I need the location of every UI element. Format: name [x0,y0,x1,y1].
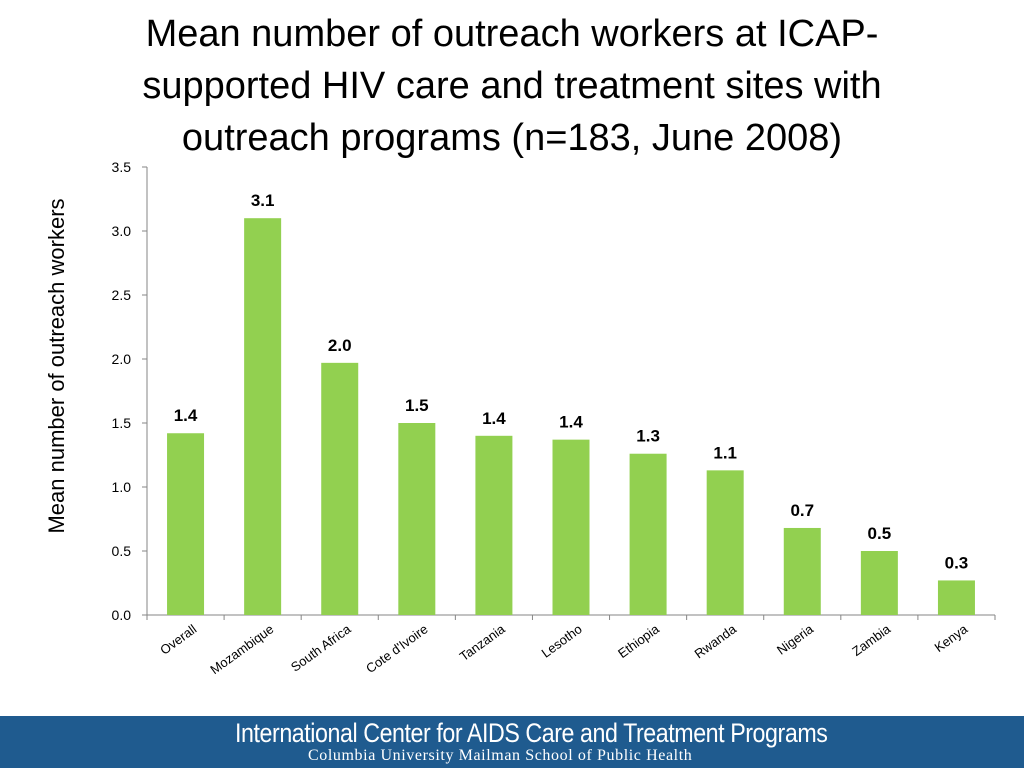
y-tick-labels: 0.0 0.5 1.0 1.5 2.0 2.5 3.0 3.5 [112,159,132,623]
x-tick-label: South Africa [288,621,354,675]
y-axis-title-group: Mean number of outreach workers [44,198,69,533]
x-tick-label: Ethiopia [615,621,662,661]
x-tick-label: Rwanda [692,621,740,662]
x-tick-label: Nigeria [774,621,817,658]
data-label: 1.5 [405,396,429,415]
y-tick-label: 1.0 [112,479,132,495]
bar [937,580,975,615]
chart-title-line: outreach programs (n=183, June 2008) [181,117,843,159]
x-tick-label: Zambia [849,621,894,659]
y-axis-title: Mean number of outreach workers [44,198,69,533]
y-tick-label: 1.5 [112,415,132,431]
bars [167,218,975,615]
data-label: 3.1 [251,191,275,210]
x-tick-label: Tanzania [457,621,509,664]
y-tick-label: 2.5 [112,287,132,303]
data-label: 2.0 [328,336,352,355]
bar [552,439,590,615]
data-label: 0.7 [790,501,814,520]
bar [167,433,205,615]
y-tick-label: 2.0 [112,351,132,367]
data-label: 0.5 [868,524,892,543]
x-tick-label: Lesotho [539,621,585,660]
data-label: 1.4 [482,409,506,428]
bar-chart: Mean number of outreach workers 1.4 3.1 2.… [44,159,996,677]
data-labels: 1.4 3.1 2.0 1.5 1.4 1.4 1.3 1.1 0.7 0.5 0.3 [174,191,969,572]
bar [321,362,359,615]
x-tick-label: Cote d'Ivoire [363,621,431,676]
chart-title-line: supported HIV care and treatment sites w… [142,65,882,107]
x-tick-label: Mozambique [207,621,276,677]
data-label: 0.3 [945,553,969,572]
x-tick-label: Kenya [932,621,971,655]
footer-title: International Center for AIDS Care and T… [235,718,828,748]
bar [783,527,821,615]
data-label: 1.4 [174,406,198,425]
y-tick-label: 3.0 [112,223,132,239]
y-tick-label: 0.5 [112,543,132,559]
data-label: 1.1 [713,443,737,462]
x-tick-label: Overall [157,621,199,657]
data-label: 1.4 [559,413,583,432]
bar [398,423,436,615]
chart-title-line: Mean number of outreach workers at ICAP- [145,13,879,55]
bar [475,435,513,615]
y-tick-label: 3.5 [112,159,132,175]
footer-subtitle: Columbia University Mailman School of Pu… [308,747,693,764]
x-tick-labels: Overall Mozambique South Africa Cote d'Ivoi… [157,621,971,677]
bar [629,453,667,615]
y-tick-label: 0.0 [112,607,132,623]
chart-title: Mean number of outreach workers at ICAP-… [0,8,1024,164]
bar [860,551,898,615]
data-label: 1.3 [636,427,660,446]
footer-banner: International Center for AIDS Care and T… [0,716,1024,768]
bar [706,470,744,615]
bar [244,218,282,615]
